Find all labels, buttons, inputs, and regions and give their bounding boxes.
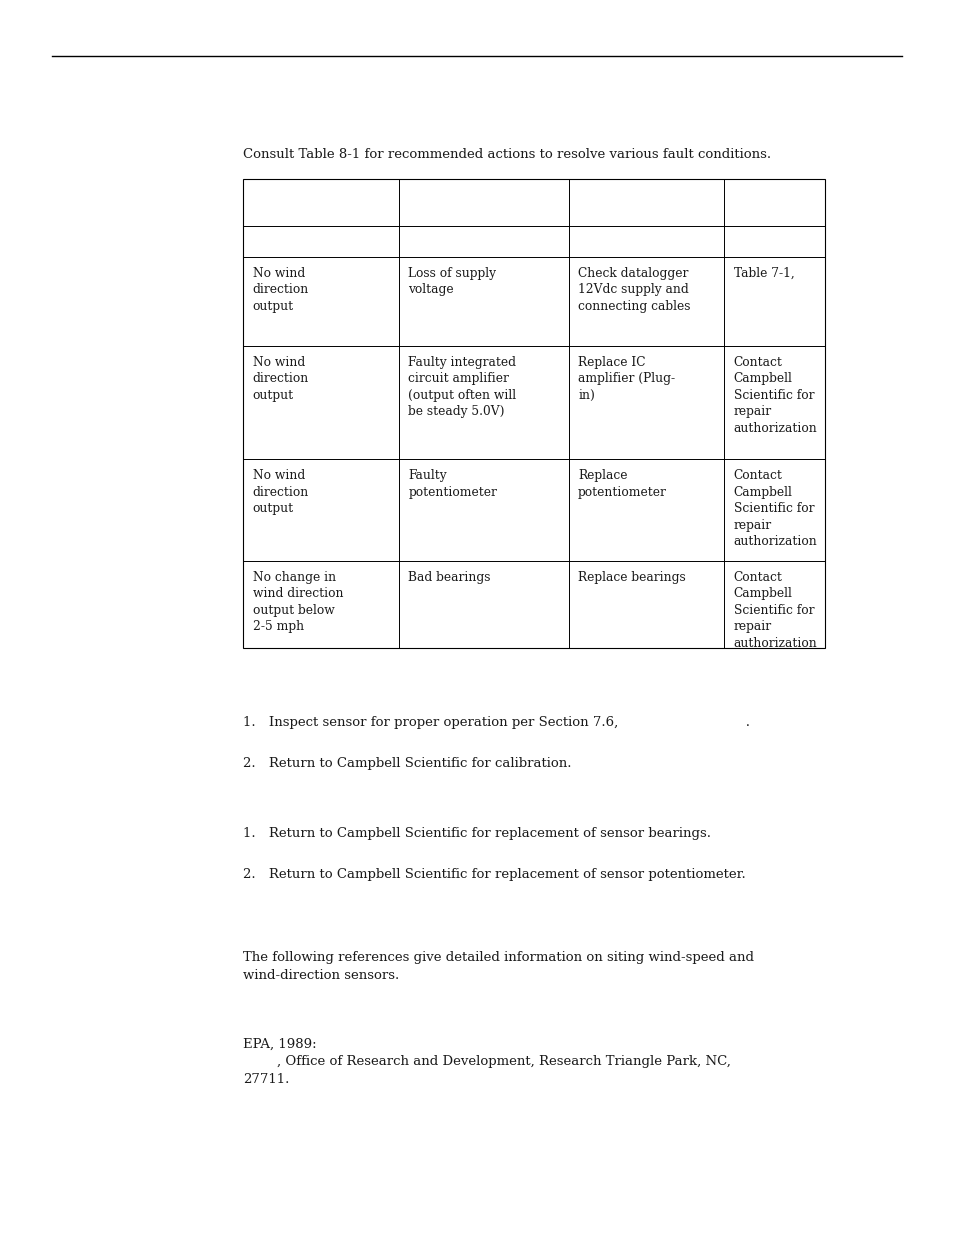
Text: 2.  Return to Campbell Scientific for calibration.: 2. Return to Campbell Scientific for cal… bbox=[243, 757, 571, 771]
Text: Replace
potentiometer: Replace potentiometer bbox=[578, 469, 666, 499]
Text: Replace IC
amplifier (Plug-
in): Replace IC amplifier (Plug- in) bbox=[578, 356, 675, 401]
Text: No change in
wind direction
output below
2-5 mph: No change in wind direction output below… bbox=[253, 571, 343, 634]
Text: Bad bearings: Bad bearings bbox=[408, 571, 490, 584]
Text: The following references give detailed information on siting wind-speed and
wind: The following references give detailed i… bbox=[243, 951, 754, 982]
Text: Faulty integrated
circuit amplifier
(output often will
be steady 5.0V): Faulty integrated circuit amplifier (out… bbox=[408, 356, 516, 419]
Text: 1.  Return to Campbell Scientific for replacement of sensor bearings.: 1. Return to Campbell Scientific for rep… bbox=[243, 827, 711, 841]
Text: Contact
Campbell
Scientific for
repair
authorization: Contact Campbell Scientific for repair a… bbox=[733, 469, 817, 548]
Text: No wind
direction
output: No wind direction output bbox=[253, 469, 309, 515]
Text: No wind
direction
output: No wind direction output bbox=[253, 267, 309, 312]
Text: Replace bearings: Replace bearings bbox=[578, 571, 685, 584]
Text: Consult Table 8-1 for recommended actions to resolve various fault conditions.: Consult Table 8-1 for recommended action… bbox=[243, 148, 771, 162]
Bar bbox=[243, 179, 824, 648]
Text: Table 7-1,: Table 7-1, bbox=[733, 267, 794, 280]
Text: No wind
direction
output: No wind direction output bbox=[253, 356, 309, 401]
Text: EPA, 1989:
        , Office of Research and Development, Research Triangle Park,: EPA, 1989: , Office of Research and Deve… bbox=[243, 1037, 730, 1087]
Text: Loss of supply
voltage: Loss of supply voltage bbox=[408, 267, 496, 296]
Text: 1.  Inspect sensor for proper operation per Section 7.6,                        : 1. Inspect sensor for proper operation p… bbox=[243, 716, 749, 730]
Text: Contact
Campbell
Scientific for
repair
authorization: Contact Campbell Scientific for repair a… bbox=[733, 356, 817, 435]
Text: Faulty
potentiometer: Faulty potentiometer bbox=[408, 469, 497, 499]
Text: Check datalogger
12Vdc supply and
connecting cables: Check datalogger 12Vdc supply and connec… bbox=[578, 267, 690, 312]
Text: 2.  Return to Campbell Scientific for replacement of sensor potentiometer.: 2. Return to Campbell Scientific for rep… bbox=[243, 868, 745, 882]
Text: Contact
Campbell
Scientific for
repair
authorization: Contact Campbell Scientific for repair a… bbox=[733, 571, 817, 650]
